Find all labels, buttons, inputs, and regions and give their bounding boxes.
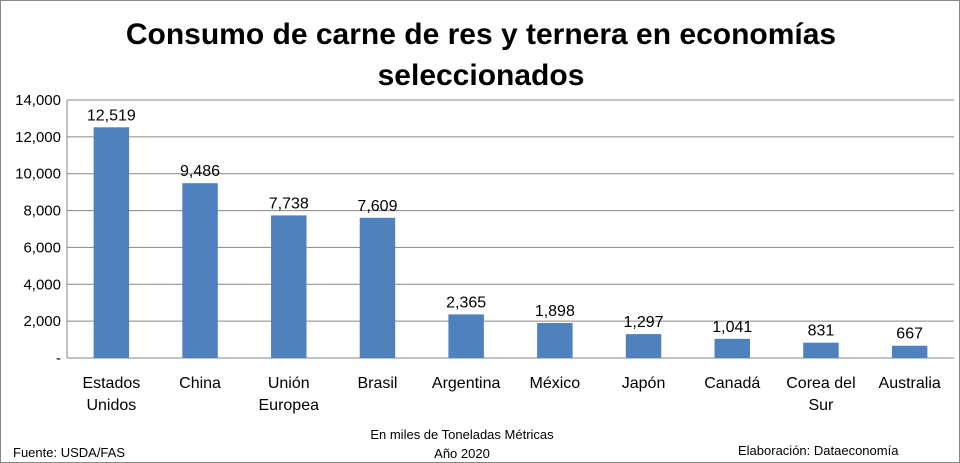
x-tick-label: Estados — [82, 375, 140, 392]
y-tick-label: 12,000 — [15, 129, 61, 146]
plot-area: - 2,000 4,000 6,000 8,000 10,000 12,000 14,000 1… — [15, 92, 954, 414]
data-label: 1,898 — [535, 303, 575, 320]
x-tick-label: Brasil — [357, 375, 397, 392]
x-axis-label-line-1: En miles de Toneladas Métricas — [370, 427, 554, 442]
bar — [93, 127, 130, 358]
x-tick-label: Canadá — [704, 375, 760, 392]
y-tick-label: 14,000 — [15, 92, 61, 109]
x-tick-label: Sur — [808, 397, 834, 414]
y-tick-label: 4,000 — [23, 276, 61, 293]
bar — [803, 342, 839, 358]
x-tick-label: Australia — [879, 375, 941, 392]
data-label: 831 — [808, 323, 835, 340]
bar — [271, 215, 307, 358]
bar — [537, 323, 573, 358]
credit-note: Elaboración: Dataeconomía — [738, 443, 899, 458]
y-tick-label: 6,000 — [23, 239, 61, 256]
chart-title-line-1: Consumo de carne de res y ternera en eco… — [126, 18, 836, 51]
data-label: 667 — [896, 326, 923, 343]
data-label: 1,041 — [712, 319, 752, 336]
data-label: 7,609 — [357, 198, 397, 215]
source-note: Fuente: USDA/FAS — [13, 445, 125, 460]
x-tick-label: Europea — [259, 397, 320, 414]
x-axis-label-line-2: Año 2020 — [434, 446, 490, 461]
x-tick-label: China — [179, 375, 221, 392]
x-tick-label: Japón — [622, 375, 666, 392]
y-tick-label: 10,000 — [15, 166, 61, 183]
x-tick-label: Argentina — [432, 375, 501, 392]
y-tick-label: 8,000 — [23, 203, 61, 220]
y-tick-label: 2,000 — [23, 313, 61, 330]
bar — [359, 217, 396, 358]
x-tick-label: México — [530, 375, 581, 392]
data-label: 9,486 — [180, 163, 220, 180]
x-tick-label: Corea del — [786, 375, 855, 392]
x-tick-label: Unidos — [86, 397, 136, 414]
data-label: 1,297 — [624, 314, 664, 331]
bar — [625, 334, 662, 358]
chart-title-line-2: seleccionados — [378, 59, 585, 92]
bar — [891, 345, 928, 358]
bar — [714, 338, 750, 358]
data-label: 12,519 — [87, 107, 136, 124]
x-tick-label: Unión — [268, 375, 310, 392]
bar — [448, 314, 484, 358]
data-label: 2,365 — [446, 294, 486, 311]
y-tick-label: - — [56, 350, 61, 367]
data-label: 7,738 — [269, 195, 309, 212]
bar — [182, 183, 218, 358]
